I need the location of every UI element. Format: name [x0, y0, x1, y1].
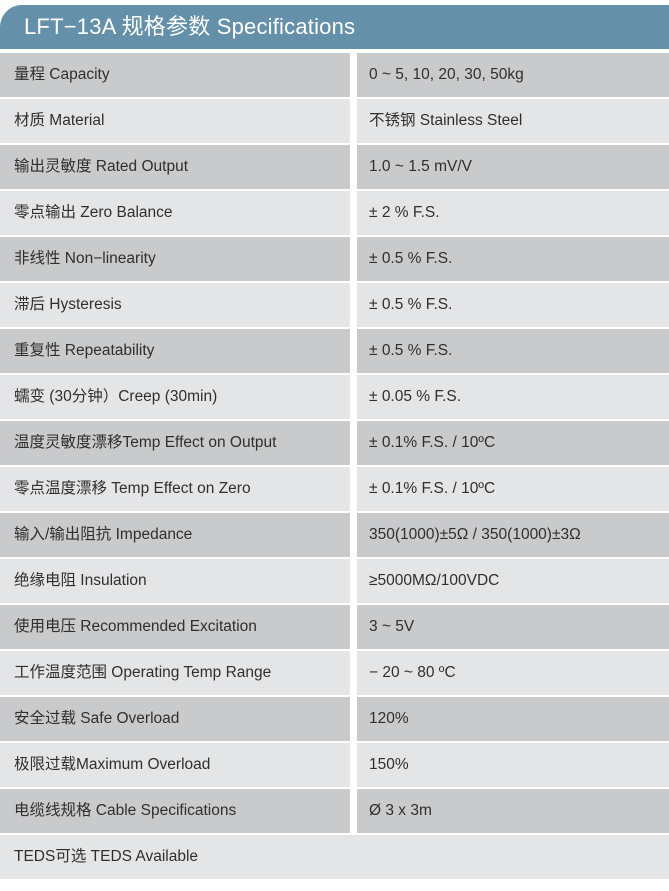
table-row: 极限过载Maximum Overload 150% [0, 743, 669, 787]
table-row: 使用电压 Recommended Excitation 3 ~ 5V [0, 605, 669, 649]
table-row: 工作温度范围 Operating Temp Range − 20 ~ 80 ºC [0, 651, 669, 695]
table-row: 材质 Material 不锈钢 Stainless Steel [0, 99, 669, 143]
spec-label: 使用电压 Recommended Excitation [0, 605, 350, 649]
spec-table: 量程 Capacity 0 ~ 5, 10, 20, 30, 50kg 材质 Mat… [0, 53, 669, 879]
table-row: 温度灵敏度漂移Temp Effect on Output ± 0.1% F.S. … [0, 421, 669, 465]
column-divider [350, 329, 357, 373]
spec-label: 工作温度范围 Operating Temp Range [0, 651, 350, 695]
spec-label: 材质 Material [0, 99, 350, 143]
column-divider [350, 375, 357, 419]
table-row: 安全过载 Safe Overload 120% [0, 697, 669, 741]
spec-label: 蠕变 (30分钟）Creep (30min) [0, 375, 350, 419]
spec-label: 绝缘电阻 Insulation [0, 559, 350, 603]
spec-label: 安全过载 Safe Overload [0, 697, 350, 741]
table-row: 量程 Capacity 0 ~ 5, 10, 20, 30, 50kg [0, 53, 669, 97]
spec-label: TEDS可选 TEDS Available [0, 835, 669, 879]
column-divider [350, 237, 357, 281]
spec-label: 零点输出 Zero Balance [0, 191, 350, 235]
spec-label: 电缆线规格 Cable Specifications [0, 789, 350, 833]
table-row: 电缆线规格 Cable Specifications Ø 3 x 3m [0, 789, 669, 833]
spec-label: 量程 Capacity [0, 53, 350, 97]
table-row: 零点温度漂移 Temp Effect on Zero ± 0.1% F.S. / … [0, 467, 669, 511]
spec-value: ± 0.05 % F.S. [357, 375, 669, 419]
spec-label: 非线性 Non−linearity [0, 237, 350, 281]
column-divider [350, 789, 357, 833]
table-row: 蠕变 (30分钟）Creep (30min) ± 0.05 % F.S. [0, 375, 669, 419]
table-row: 重复性 Repeatability ± 0.5 % F.S. [0, 329, 669, 373]
column-divider [350, 559, 357, 603]
spec-value: ± 0.1% F.S. / 10ºC [357, 467, 669, 511]
spec-value: 不锈钢 Stainless Steel [357, 99, 669, 143]
column-divider [350, 191, 357, 235]
spec-value: 120% [357, 697, 669, 741]
spec-value: 1.0 ~ 1.5 mV/V [357, 145, 669, 189]
table-row: 非线性 Non−linearity ± 0.5 % F.S. [0, 237, 669, 281]
spec-value: 3 ~ 5V [357, 605, 669, 649]
spec-label: 输入/输出阻抗 Impedance [0, 513, 350, 557]
spec-value: ± 0.5 % F.S. [357, 237, 669, 281]
spec-label: 滞后 Hysteresis [0, 283, 350, 327]
column-divider [350, 421, 357, 465]
column-divider [350, 145, 357, 189]
column-divider [350, 651, 357, 695]
column-divider [350, 467, 357, 511]
spec-value: 0 ~ 5, 10, 20, 30, 50kg [357, 53, 669, 97]
spec-value: ± 0.5 % F.S. [357, 329, 669, 373]
spec-value: ≥5000MΩ/100VDC [357, 559, 669, 603]
spec-header-banner: LFT−13A 规格参数 Specifications [0, 5, 669, 49]
column-divider [350, 99, 357, 143]
spec-value: 150% [357, 743, 669, 787]
spec-label: 重复性 Repeatability [0, 329, 350, 373]
table-row: 绝缘电阻 Insulation ≥5000MΩ/100VDC [0, 559, 669, 603]
spec-label: 极限过载Maximum Overload [0, 743, 350, 787]
spec-value: − 20 ~ 80 ºC [357, 651, 669, 695]
table-row: 零点输出 Zero Balance ± 2 % F.S. [0, 191, 669, 235]
spec-value: 350(1000)±5Ω / 350(1000)±3Ω [357, 513, 669, 557]
column-divider [350, 53, 357, 97]
column-divider [350, 605, 357, 649]
table-row: TEDS可选 TEDS Available [0, 835, 669, 879]
table-row: 输出灵敏度 Rated Output 1.0 ~ 1.5 mV/V [0, 145, 669, 189]
spec-value: ± 0.5 % F.S. [357, 283, 669, 327]
page-title: LFT−13A 规格参数 Specifications [24, 14, 356, 39]
spec-value: ± 2 % F.S. [357, 191, 669, 235]
spec-value: ± 0.1% F.S. / 10ºC [357, 421, 669, 465]
spec-label: 输出灵敏度 Rated Output [0, 145, 350, 189]
column-divider [350, 513, 357, 557]
column-divider [350, 283, 357, 327]
spec-label: 零点温度漂移 Temp Effect on Zero [0, 467, 350, 511]
table-row: 滞后 Hysteresis ± 0.5 % F.S. [0, 283, 669, 327]
column-divider [350, 697, 357, 741]
spec-label: 温度灵敏度漂移Temp Effect on Output [0, 421, 350, 465]
column-divider [350, 743, 357, 787]
specification-sheet: LFT−13A 规格参数 Specifications 量程 Capacity 0… [0, 5, 669, 891]
table-row: 输入/输出阻抗 Impedance 350(1000)±5Ω / 350(1000… [0, 513, 669, 557]
spec-value: Ø 3 x 3m [357, 789, 669, 833]
